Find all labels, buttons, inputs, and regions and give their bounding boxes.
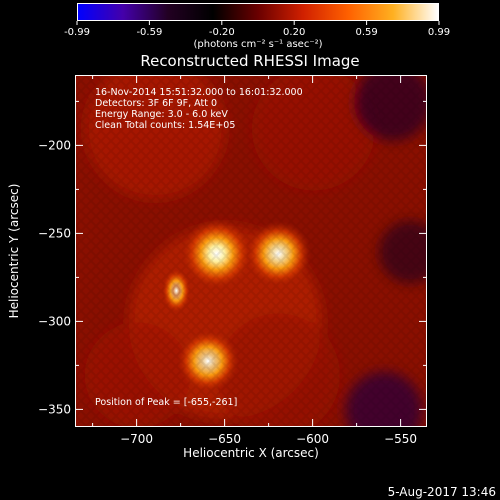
colorbar-tick-label: -0.99	[64, 27, 90, 38]
y-tick-label: −250	[38, 226, 71, 240]
colorbar-tick-label: 0.59	[355, 27, 378, 38]
y-tick-label: −200	[38, 138, 71, 152]
x-tick-label: −550	[384, 432, 417, 446]
time-range-text: 16-Nov-2014 15:51:32.000 to 16:01:32.000	[95, 87, 303, 98]
detectors-text: Detectors: 3F 6F 9F, Att 0	[95, 98, 218, 109]
x-tick-label: −650	[208, 432, 241, 446]
image-texture	[76, 76, 426, 426]
x-tick-label: −700	[120, 432, 153, 446]
date-stamp: 5-Aug-2017 13:46	[387, 485, 496, 499]
colorbar	[77, 3, 439, 21]
heatmap-image	[76, 76, 426, 426]
colorbar-unit-label: (photons cm⁻² s⁻¹ asec⁻²)	[193, 39, 323, 50]
peak-position-text: Position of Peak = [-655,-261]	[95, 397, 238, 408]
image-plot-area	[75, 75, 427, 427]
colorbar-tick-label: -0.59	[136, 27, 163, 38]
x-axis-label: Heliocentric X (arcsec)	[183, 446, 319, 460]
colorbar-tick-label: -0.20	[208, 27, 235, 38]
y-tick-label: −350	[38, 402, 71, 416]
colorbar-ticks: -0.99 -0.59 -0.20 0.20 0.59 0.99	[0, 0, 500, 60]
energy-range-text: Energy Range: 3.0 - 6.0 keV	[95, 109, 228, 120]
y-tick-label: −300	[38, 314, 71, 328]
total-counts-text: Clean Total counts: 1.54E+05	[95, 120, 236, 131]
colorbar-tick-label: 0.20	[283, 27, 306, 38]
chart-title: Reconstructed RHESSI Image	[140, 52, 360, 70]
y-axis-label: Heliocentric Y (arcsec)	[7, 183, 21, 319]
x-tick-label: −600	[296, 432, 329, 446]
colorbar-tick-label: 0.99	[427, 27, 451, 38]
